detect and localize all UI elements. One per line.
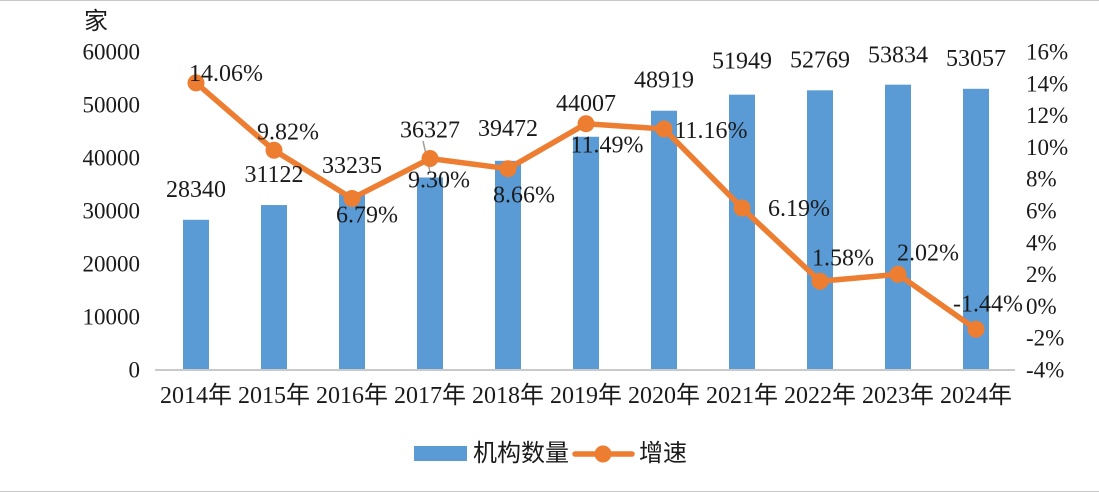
right-axis-tick-label: -2% bbox=[1026, 326, 1064, 351]
x-axis-label: 2019年 bbox=[550, 382, 622, 409]
left-axis-tick-label: 40000 bbox=[83, 146, 141, 171]
legend-line-marker bbox=[594, 445, 612, 463]
growth-rate-label: 2.02% bbox=[897, 240, 959, 266]
bar-value-label: 28340 bbox=[166, 177, 226, 203]
growth-rate-label: 9.30% bbox=[408, 168, 470, 194]
growth-rate-label: 14.06% bbox=[189, 61, 263, 87]
line-marker bbox=[733, 199, 751, 217]
line-marker bbox=[967, 320, 985, 338]
x-axis-label: 2020年 bbox=[628, 382, 700, 409]
right-axis-tick-label: 12% bbox=[1026, 103, 1068, 128]
bar-value-label: 51949 bbox=[712, 49, 772, 75]
bar-2019年 bbox=[573, 136, 599, 370]
bar-2022年 bbox=[807, 90, 833, 370]
growth-rate-label: 11.16% bbox=[674, 118, 747, 144]
growth-rate-label: 6.79% bbox=[336, 202, 398, 228]
bar-value-label: 39472 bbox=[478, 116, 538, 142]
left-axis-unit-label: 家 bbox=[84, 8, 108, 35]
right-axis-tick-label: 10% bbox=[1026, 135, 1068, 160]
x-axis-label: 2022年 bbox=[784, 382, 856, 409]
left-axis-tick-label: 30000 bbox=[83, 199, 141, 224]
right-axis-tick-label: 8% bbox=[1026, 167, 1057, 192]
right-axis-tick-label: 4% bbox=[1026, 230, 1057, 255]
legend-bar-label: 机构数量 bbox=[473, 440, 569, 467]
bar-2023年 bbox=[885, 84, 911, 370]
bar-2015年 bbox=[261, 205, 287, 370]
x-axis-label: 2024年 bbox=[940, 382, 1012, 409]
bar-2020年 bbox=[651, 110, 677, 370]
left-axis-tick-label: 50000 bbox=[83, 93, 141, 118]
left-axis-tick-label: 60000 bbox=[83, 40, 141, 65]
line-marker bbox=[811, 272, 829, 290]
x-axis-label: 2017年 bbox=[394, 382, 466, 409]
right-axis-tick-label: 16% bbox=[1026, 40, 1068, 65]
line-marker bbox=[421, 150, 439, 168]
bar-2016年 bbox=[339, 193, 365, 370]
line-marker bbox=[187, 74, 205, 92]
right-axis-tick-label: -4% bbox=[1026, 358, 1064, 383]
bar-2014年 bbox=[183, 219, 209, 370]
x-axis-label: 2016年 bbox=[316, 382, 388, 409]
bar-value-label: 36327 bbox=[400, 117, 460, 143]
line-marker bbox=[655, 120, 673, 138]
x-axis-label: 2014年 bbox=[160, 382, 232, 409]
right-axis-tick-label: 2% bbox=[1026, 262, 1057, 287]
bar-value-label: 31122 bbox=[244, 162, 303, 188]
bar-2017年 bbox=[417, 177, 443, 370]
x-axis-label: 2015年 bbox=[238, 382, 310, 409]
left-axis-tick-label: 0 bbox=[129, 358, 141, 383]
legend-line-label: 增速 bbox=[639, 440, 687, 467]
bar-2018年 bbox=[495, 160, 521, 370]
growth-rate-label: -1.44% bbox=[953, 291, 1023, 317]
right-axis-tick-label: 0% bbox=[1026, 294, 1057, 319]
bar-value-label: 44007 bbox=[556, 91, 616, 117]
x-axis-label: 2021年 bbox=[706, 382, 778, 409]
line-marker bbox=[343, 189, 361, 207]
legend-bar-swatch bbox=[414, 446, 467, 461]
growth-rate-label: 11.49% bbox=[570, 133, 643, 159]
bar-value-label: 53834 bbox=[868, 43, 928, 69]
growth-rate-label: 1.58% bbox=[812, 245, 874, 271]
bar-value-label: 52769 bbox=[790, 47, 850, 73]
line-marker bbox=[889, 265, 907, 283]
left-axis-tick-label: 20000 bbox=[83, 252, 141, 277]
right-axis-tick-label: 14% bbox=[1026, 71, 1068, 96]
line-marker bbox=[577, 115, 595, 133]
growth-rate-label: 9.82% bbox=[257, 119, 319, 145]
bar-value-label: 33235 bbox=[322, 153, 382, 179]
bar-value-label: 48919 bbox=[634, 68, 694, 94]
right-axis-tick-label: 6% bbox=[1026, 199, 1057, 224]
growth-rate-label: 6.19% bbox=[768, 196, 830, 222]
bar-value-label: 53057 bbox=[946, 46, 1006, 72]
x-axis-label: 2023年 bbox=[862, 382, 934, 409]
x-axis-label: 2018年 bbox=[472, 382, 544, 409]
left-axis-tick-label: 10000 bbox=[83, 305, 141, 330]
line-marker bbox=[265, 141, 283, 159]
line-marker bbox=[499, 160, 517, 178]
bar-2021年 bbox=[729, 94, 755, 371]
growth-rate-label: 8.66% bbox=[493, 183, 555, 209]
